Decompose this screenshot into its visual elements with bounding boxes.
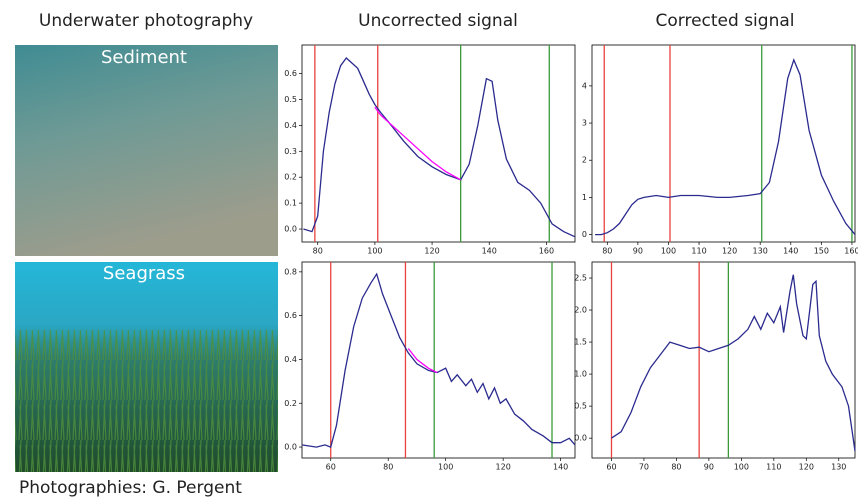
signal-line <box>407 348 438 374</box>
y-tick-label: 2 <box>582 156 587 165</box>
signal-line <box>595 58 856 236</box>
signal-line <box>374 106 462 181</box>
signal-line <box>301 272 576 448</box>
y-tick-label: 3 <box>582 119 587 128</box>
plot-frame <box>591 261 856 459</box>
plot-frame <box>591 44 856 243</box>
x-tick-label: 140 <box>783 247 798 256</box>
photo-sediment <box>15 45 278 256</box>
y-tick-label: 2.5 <box>574 274 587 283</box>
y-tick-label: 4 <box>582 81 587 90</box>
y-tick-label: 1.0 <box>574 370 587 379</box>
x-tick-label: 140 <box>482 247 497 256</box>
y-tick-label: 0.6 <box>284 69 297 78</box>
y-tick-label: 0.2 <box>284 173 297 182</box>
x-tick-label: 100 <box>734 463 749 472</box>
plot-frame <box>301 44 576 243</box>
caption: Photographies: G. Pergent <box>19 478 242 498</box>
photo-label: Sediment <box>101 47 187 68</box>
y-tick-label: 0 <box>582 230 587 239</box>
x-tick-label: 90 <box>633 247 643 256</box>
x-tick-label: 130 <box>831 463 846 472</box>
column-title: Underwater photography <box>39 11 253 31</box>
y-tick-label: 0.0 <box>284 443 297 452</box>
x-tick-label: 140 <box>553 463 568 472</box>
x-tick-label: 100 <box>438 463 453 472</box>
signal-line <box>611 274 856 452</box>
x-tick-label: 100 <box>661 247 676 256</box>
y-tick-label: 0.0 <box>284 225 297 234</box>
x-tick-label: 80 <box>602 247 612 256</box>
x-tick-label: 120 <box>424 247 439 256</box>
x-tick-label: 110 <box>766 463 781 472</box>
column-title: Corrected signal <box>656 11 795 31</box>
y-tick-label: 0.3 <box>284 147 297 156</box>
y-tick-label: 0.8 <box>284 267 297 276</box>
column-title: Uncorrected signal <box>358 11 518 31</box>
x-tick-label: 160 <box>844 247 858 256</box>
y-tick-label: 0.4 <box>284 355 297 364</box>
x-tick-label: 130 <box>753 247 768 256</box>
y-tick-label: 0.5 <box>574 402 587 411</box>
x-tick-label: 120 <box>722 247 737 256</box>
x-tick-label: 80 <box>313 247 323 256</box>
plot-frame <box>301 261 576 459</box>
grass-texture <box>15 330 278 472</box>
x-tick-label: 60 <box>606 463 616 472</box>
x-tick-label: 100 <box>367 247 382 256</box>
x-tick-label: 90 <box>704 463 714 472</box>
y-tick-label: 1.5 <box>574 338 587 347</box>
y-tick-label: 0.5 <box>284 95 297 104</box>
x-tick-label: 80 <box>383 463 393 472</box>
photo-label: Seagrass <box>103 263 185 284</box>
x-tick-label: 120 <box>496 463 511 472</box>
y-tick-label: 0.2 <box>284 399 297 408</box>
x-tick-label: 60 <box>326 463 336 472</box>
y-tick-label: 0.6 <box>284 311 297 320</box>
x-tick-label: 80 <box>671 463 681 472</box>
y-tick-label: 0.4 <box>284 121 297 130</box>
y-tick-label: 0.0 <box>574 434 587 443</box>
x-tick-label: 70 <box>639 463 649 472</box>
y-tick-label: 1 <box>582 193 587 202</box>
y-tick-label: 2.0 <box>574 306 587 315</box>
x-tick-label: 150 <box>814 247 829 256</box>
x-tick-label: 160 <box>539 247 554 256</box>
x-tick-label: 110 <box>691 247 706 256</box>
x-tick-label: 120 <box>799 463 814 472</box>
signal-line <box>303 57 576 238</box>
y-tick-label: 0.1 <box>284 199 297 208</box>
